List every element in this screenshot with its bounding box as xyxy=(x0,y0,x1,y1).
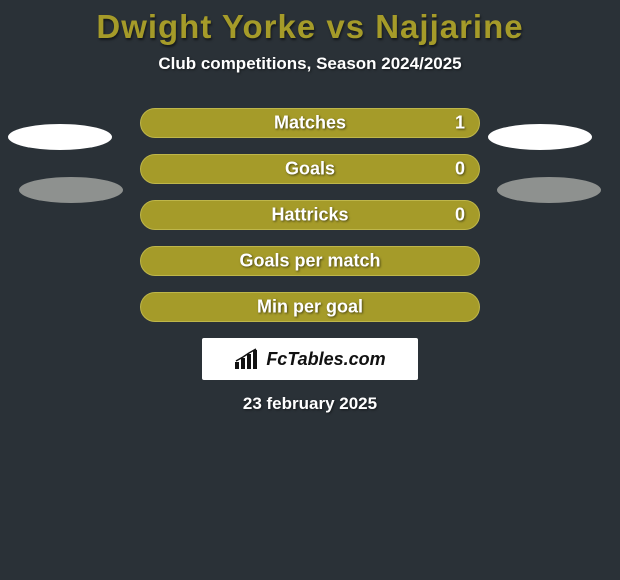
stat-bar: Goals per match xyxy=(140,246,480,276)
stat-label: Goals per match xyxy=(239,251,380,272)
subtitle: Club competitions, Season 2024/2025 xyxy=(0,54,620,74)
bars-icon xyxy=(234,348,260,370)
figure-root: Dwight Yorke vs Najjarine Club competiti… xyxy=(0,0,620,580)
stat-bar: Matches 1 xyxy=(140,108,480,138)
stat-label: Goals xyxy=(285,159,335,180)
stat-value: 1 xyxy=(455,113,465,134)
date-text: 23 february 2025 xyxy=(0,394,620,414)
stat-label: Matches xyxy=(274,113,346,134)
stat-bar: Goals 0 xyxy=(140,154,480,184)
stat-label: Hattricks xyxy=(271,205,348,226)
stat-value: 0 xyxy=(455,205,465,226)
stat-label: Min per goal xyxy=(257,297,363,318)
logo: FcTables.com xyxy=(234,348,385,370)
stat-row: Goals per match xyxy=(0,246,620,276)
logo-text: FcTables.com xyxy=(266,349,385,370)
stat-row: Goals 0 xyxy=(0,154,620,184)
stat-row: Hattricks 0 xyxy=(0,200,620,230)
stat-bar: Hattricks 0 xyxy=(140,200,480,230)
stat-row: Min per goal xyxy=(0,292,620,322)
stat-bar: Min per goal xyxy=(140,292,480,322)
stat-value: 0 xyxy=(455,159,465,180)
logo-box: FcTables.com xyxy=(202,338,418,380)
stat-row: Matches 1 xyxy=(0,108,620,138)
page-title: Dwight Yorke vs Najjarine xyxy=(0,0,620,46)
